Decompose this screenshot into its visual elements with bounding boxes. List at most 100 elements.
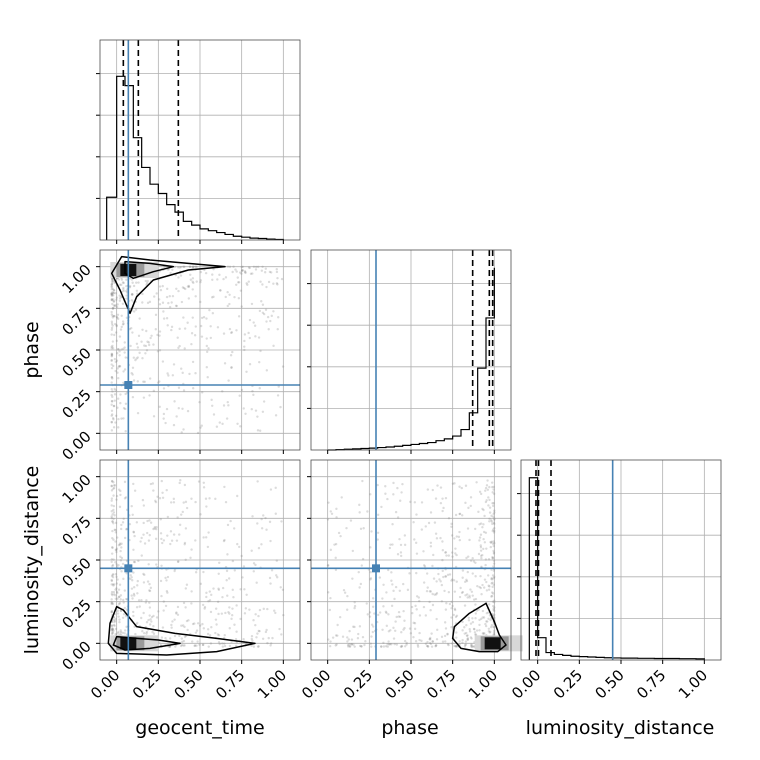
sample-point xyxy=(134,632,137,636)
sample-point xyxy=(223,634,226,637)
sample-point xyxy=(451,642,454,645)
sample-point xyxy=(110,480,114,483)
sample-point xyxy=(113,314,116,318)
sample-point xyxy=(490,514,493,518)
sample-point xyxy=(435,617,438,621)
sample-point xyxy=(210,593,213,597)
sample-point xyxy=(482,616,486,619)
sample-point xyxy=(440,635,444,639)
sample-point xyxy=(122,370,125,373)
sample-point xyxy=(411,611,414,615)
sample-point xyxy=(164,637,167,640)
sample-point xyxy=(356,637,360,640)
sample-point xyxy=(111,628,115,631)
sample-point xyxy=(206,376,209,379)
sample-point xyxy=(170,325,174,329)
sample-point xyxy=(471,557,474,560)
sample-point xyxy=(415,552,419,555)
sample-point xyxy=(201,643,205,647)
sample-point xyxy=(114,414,118,417)
sample-point xyxy=(492,515,495,519)
sample-point xyxy=(115,565,119,568)
sample-point xyxy=(212,413,216,416)
sample-point xyxy=(168,645,172,648)
sample-point xyxy=(262,514,265,517)
sample-point xyxy=(204,536,208,539)
sample-point xyxy=(353,601,356,604)
sample-point xyxy=(226,523,230,527)
sample-point xyxy=(132,356,136,359)
sample-point xyxy=(451,555,454,558)
sample-point xyxy=(125,528,128,531)
sample-point xyxy=(252,570,255,573)
sample-point xyxy=(393,642,396,646)
sample-point xyxy=(264,308,268,311)
sample-point xyxy=(199,300,202,304)
sample-point xyxy=(205,595,208,599)
sample-point xyxy=(200,324,203,328)
sample-point xyxy=(485,547,488,550)
sample-point xyxy=(114,632,117,636)
sample-point xyxy=(159,288,163,292)
sample-point xyxy=(361,557,365,561)
sample-point xyxy=(425,589,429,593)
sample-point xyxy=(205,505,208,508)
sample-point xyxy=(398,589,402,592)
sample-point xyxy=(458,512,462,516)
sample-point xyxy=(190,602,193,605)
sample-point xyxy=(489,625,493,629)
sample-point xyxy=(216,278,219,281)
sample-point xyxy=(424,642,428,645)
sample-point xyxy=(400,645,403,648)
sample-point xyxy=(120,314,123,317)
sample-point xyxy=(233,623,236,626)
sample-point xyxy=(390,604,394,608)
sample-point xyxy=(110,294,113,297)
sample-point xyxy=(112,593,116,596)
sample-point xyxy=(469,636,473,639)
sample-point xyxy=(420,528,424,531)
sample-point xyxy=(222,539,226,543)
sample-point xyxy=(205,365,208,369)
sample-point xyxy=(221,390,224,393)
sample-point xyxy=(399,499,402,502)
sample-point xyxy=(202,536,205,539)
sample-point xyxy=(135,521,139,524)
sample-point xyxy=(172,501,176,504)
sample-point xyxy=(148,394,151,397)
sample-point xyxy=(368,615,372,618)
sample-point xyxy=(399,543,403,547)
sample-point xyxy=(183,265,186,269)
sample-point xyxy=(244,412,247,416)
sample-point xyxy=(187,619,190,622)
sample-point xyxy=(191,316,194,319)
sample-point xyxy=(231,270,234,274)
sample-point xyxy=(276,276,279,280)
sample-point xyxy=(403,543,407,547)
sample-point xyxy=(161,284,164,288)
sample-point xyxy=(120,523,123,527)
sample-point xyxy=(240,269,244,272)
sample-point xyxy=(148,519,151,522)
sample-point xyxy=(208,599,212,602)
panel-marginal-geocent-time xyxy=(96,39,301,244)
sample-point xyxy=(217,588,221,591)
sample-point xyxy=(228,606,231,609)
sample-point xyxy=(110,298,113,302)
sample-point xyxy=(353,604,357,608)
sample-point xyxy=(351,549,355,553)
sample-point xyxy=(122,322,125,325)
sample-point xyxy=(125,572,128,575)
sample-point xyxy=(454,615,458,619)
sample-point xyxy=(349,519,353,522)
sample-point xyxy=(119,401,122,405)
sample-point xyxy=(228,327,232,331)
panel-marginal-phase xyxy=(307,249,512,454)
histogram-phase xyxy=(327,267,495,451)
sample-point xyxy=(471,594,474,597)
sample-point xyxy=(118,354,121,357)
sample-point xyxy=(110,283,113,286)
sample-point xyxy=(194,265,197,268)
sample-point xyxy=(111,278,114,281)
sample-point xyxy=(487,588,491,591)
